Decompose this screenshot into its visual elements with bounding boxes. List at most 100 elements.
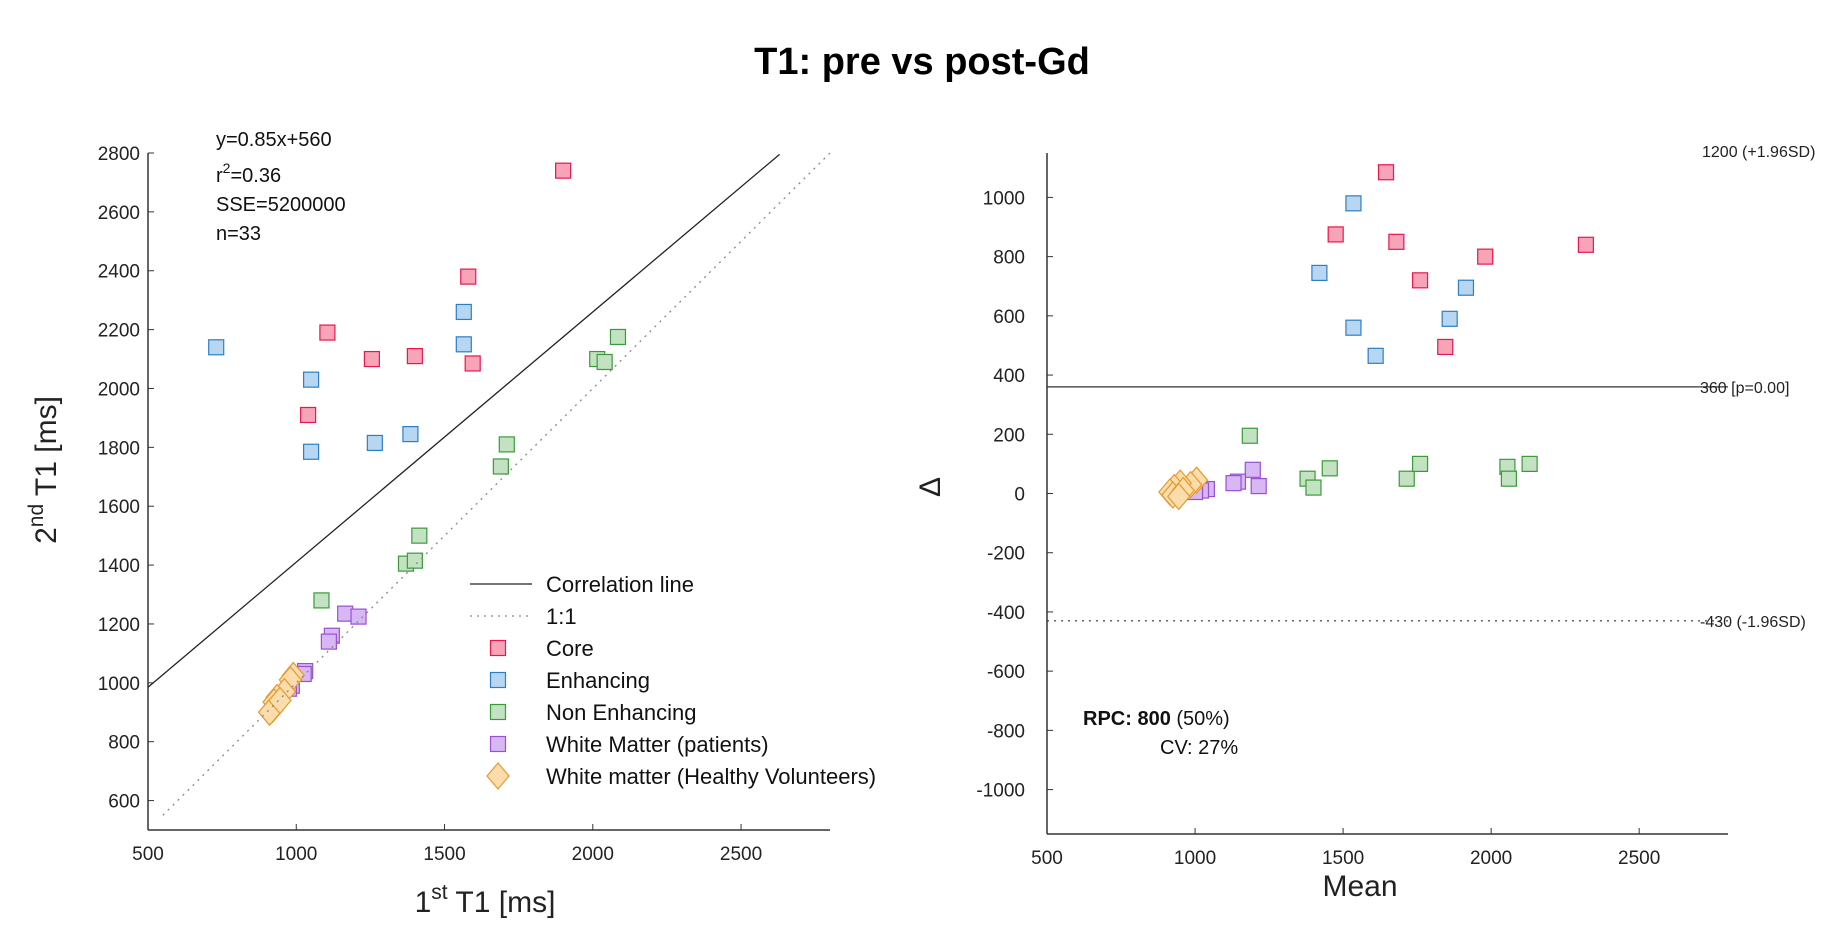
data-point-wm_patients [350,608,367,625]
data-point-core [319,324,336,341]
data-point-non_enhancing [313,592,330,609]
left-stats-box: y=0.85x+560 r2=0.36 SSE=5200000 n=33 [216,129,346,245]
right-x-tick-label: 2500 [1618,848,1660,869]
legend-label: Non Enhancing [546,700,696,725]
left-y-tick-label: 1400 [98,556,140,577]
left-y-axis-label: 2nd T1 [ms] [25,396,63,544]
left-x-axis-label: 1st T1 [ms] [415,881,556,919]
right-y-tick-label: 1000 [983,188,1025,209]
data-point-non_enhancing [1241,427,1258,444]
right-y-tick-label: 0 [1014,485,1025,506]
data-point-wm_patients [1244,461,1261,478]
data-point-enhancing [208,339,225,356]
data-point-non_enhancing [609,328,627,346]
right-x-tick-label: 500 [1031,848,1063,869]
lower-loa-label: -430 (-1.96SD) [1700,614,1806,631]
data-point-wm_patients [320,633,337,650]
left-y-tick-label: 2200 [98,321,140,342]
data-point-core [460,268,477,285]
left-y-tick-label: 1200 [98,615,140,636]
right-y-tick-label: 400 [993,366,1025,387]
left-x-tick-label: 2500 [720,844,762,865]
data-point-enhancing [1457,279,1475,296]
right-y-tick-label: -1000 [976,781,1025,802]
right-y-tick-label: -600 [987,662,1025,683]
legend-swatch-wm_patients [489,735,507,753]
left-y-tick-label: 1800 [98,438,140,459]
right-y-axis-label: Δ [914,477,947,497]
data-point-non_enhancing [1321,460,1338,477]
data-point-wm_patients [1225,475,1242,492]
right-x-axis-label: Mean [1322,870,1397,903]
legend-label: Correlation line [546,572,694,597]
legend-label: Core [546,636,594,661]
data-point-core [1477,248,1494,265]
data-point-non_enhancing [1305,479,1322,496]
left-y-tick-label: 600 [108,792,140,813]
cv-text: CV: 27% [1160,737,1238,759]
right-axes [1046,153,1728,835]
data-point-core [1437,338,1454,356]
data-point-enhancing [1441,310,1458,327]
correlation-line [147,153,781,688]
left-x-tick-label: 2000 [572,844,614,865]
data-point-wm_healthy [268,686,292,715]
rpc-value: RPC: 800 [1083,708,1171,730]
rpc-percent: (50%) [1171,708,1230,730]
right-y-tick-label: 600 [993,307,1025,328]
legend-swatch-core [489,639,507,657]
upper-loa-label: 1200 (+1.96SD) [1702,144,1815,161]
data-point-non_enhancing [1521,455,1538,472]
stats-r-base: r [216,165,223,187]
left-scatter-panel: 500 1000 1500 2000 2500 600 800 1000 1200 1400 160… [25,129,876,919]
data-point-non_enhancing [1500,470,1517,487]
left-axes [147,152,830,831]
legend-label: 1:1 [546,604,577,629]
legend-label: Enhancing [546,668,650,693]
data-point-core [1327,226,1344,243]
left-y-tick-label: 2600 [98,203,140,224]
legend-swatch-wm_healthy [486,762,510,790]
data-point-core [363,350,380,368]
right-reference-lines [1047,386,1728,622]
data-point-enhancing [1345,195,1362,212]
mean-line-label: 360 [p=0.00] [1700,380,1789,397]
stats-r-squared: r2=0.36 [216,160,281,187]
data-point-non_enhancing [492,458,509,475]
stats-sse: SSE=5200000 [216,194,346,216]
data-point-core [555,162,572,179]
data-point-enhancing [455,336,472,353]
left-tick-labels: 500 1000 1500 2000 2500 600 800 1000 1200 1400 160… [98,144,762,865]
left-y-tick-label: 800 [108,733,140,754]
left-y-tick-label: 2400 [98,262,140,283]
left-reference-lines [147,152,831,816]
right-y-tick-label: -800 [987,721,1025,742]
data-point-core [1411,272,1429,289]
right-y-tick-label: 200 [993,425,1025,446]
data-point-enhancing [302,443,320,460]
data-point-enhancing [302,371,320,388]
left-y-tick-label: 1600 [98,497,140,518]
legend-label: White matter (Healthy Volunteers) [546,764,876,789]
left-series-group [208,162,627,727]
data-point-core [406,348,423,365]
data-point-enhancing [402,426,419,443]
data-point-wm_patients [1250,477,1267,495]
legend-swatch-non_enhancing [489,703,507,721]
right-x-tick-label: 1000 [1174,848,1216,869]
stats-r-rest: =0.36 [230,165,281,187]
left-y-tick-label: 1000 [98,674,140,695]
right-tick-labels: 500 1000 1500 2000 2500-1000-800-600-400-200… [976,188,1660,869]
legend: Correlation line 1:1 Core Enhancing Non Enha… [470,572,876,790]
right-x-tick-label: 1500 [1322,848,1364,869]
data-point-non_enhancing [1411,455,1429,472]
right-y-tick-label: 800 [993,248,1025,269]
data-point-core [1388,233,1405,250]
identity-line [162,152,831,816]
legend-label: White Matter (patients) [546,732,769,757]
data-point-non_enhancing [596,353,613,371]
legend-swatch-enhancing [489,671,507,689]
data-point-non_enhancing [406,552,423,569]
stats-equation: y=0.85x+560 [216,129,332,151]
